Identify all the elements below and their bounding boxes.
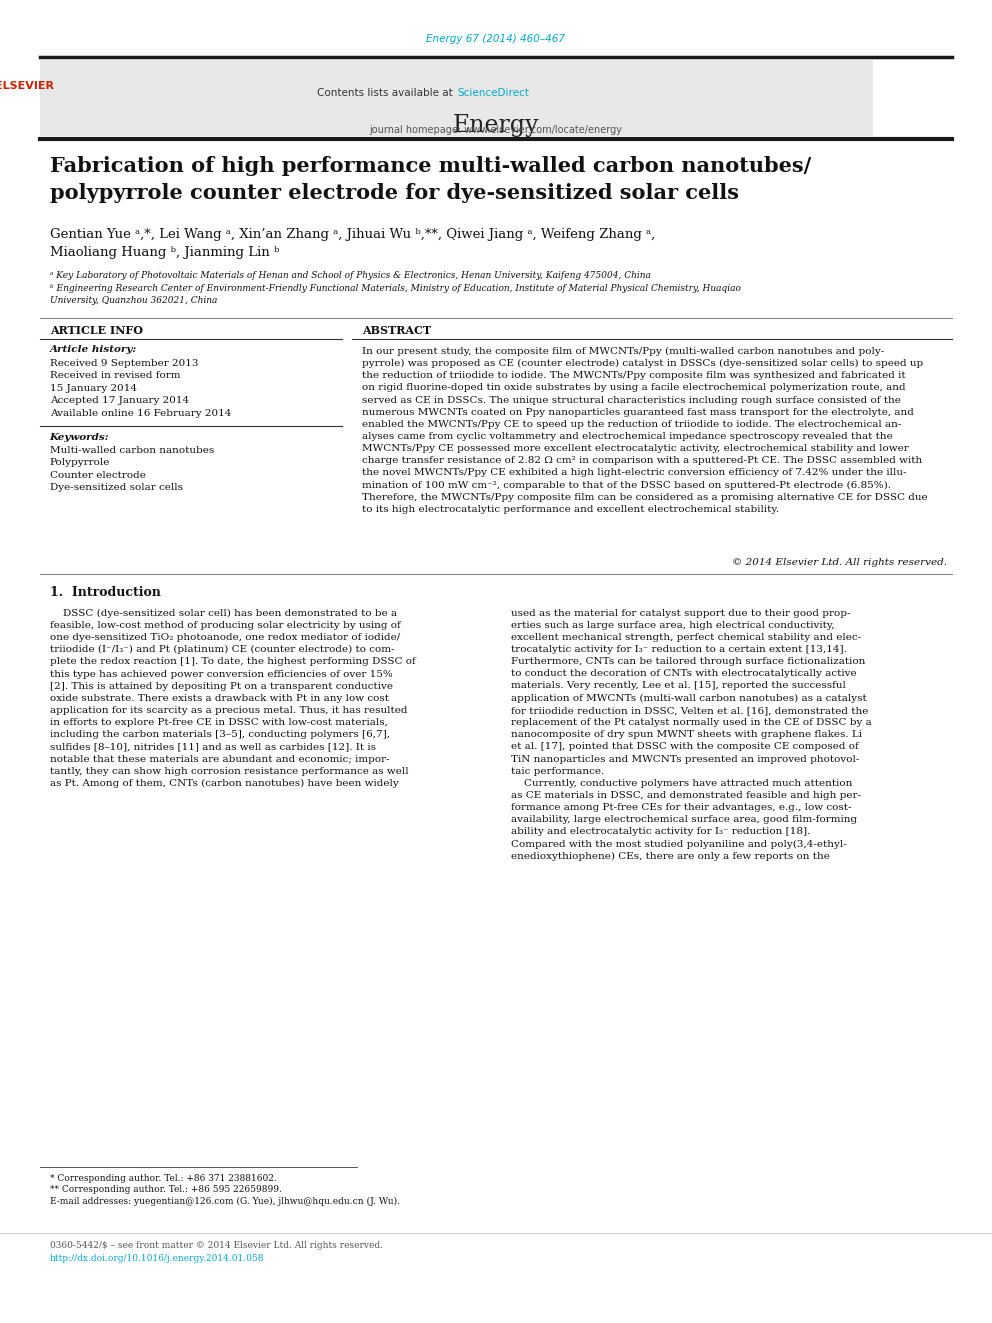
Text: journal homepage: www.elsevier.com/locate/energy: journal homepage: www.elsevier.com/locat…: [369, 124, 623, 135]
Text: used as the material for catalyst support due to their good prop-
erties such as: used as the material for catalyst suppor…: [511, 609, 872, 861]
Text: ᵇ Engineering Research Center of Environment-Friendly Functional Materials, Mini: ᵇ Engineering Research Center of Environ…: [50, 284, 740, 304]
Text: http://dx.doi.org/10.1016/j.energy.2014.01.058: http://dx.doi.org/10.1016/j.energy.2014.…: [50, 1254, 264, 1263]
Text: Keywords:: Keywords:: [50, 433, 109, 442]
Text: ELSEVIER: ELSEVIER: [0, 81, 55, 91]
Text: © 2014 Elsevier Ltd. All rights reserved.: © 2014 Elsevier Ltd. All rights reserved…: [732, 558, 947, 568]
Text: In our present study, the composite film of MWCNTs/Ppy (multi-walled carbon nano: In our present study, the composite film…: [362, 347, 928, 515]
Text: Energy: Energy: [452, 114, 540, 136]
Text: * Corresponding author. Tel.: +86 371 23881602.: * Corresponding author. Tel.: +86 371 23…: [50, 1174, 277, 1183]
FancyBboxPatch shape: [40, 60, 873, 136]
Text: Multi-walled carbon nanotubes
Polypyrrole
Counter electrode
Dye-sensitized solar: Multi-walled carbon nanotubes Polypyrrol…: [50, 446, 214, 492]
Text: Fabrication of high performance multi-walled carbon nanotubes/
polypyrrole count: Fabrication of high performance multi-wa…: [50, 156, 810, 202]
Text: ABSTRACT: ABSTRACT: [362, 325, 432, 336]
Text: Gentian Yue ᵃ,*, Lei Wang ᵃ, Xin’an Zhang ᵃ, Jihuai Wu ᵇ,**, Qiwei Jiang ᵃ, Weif: Gentian Yue ᵃ,*, Lei Wang ᵃ, Xin’an Zhan…: [50, 228, 655, 258]
Text: Article history:: Article history:: [50, 345, 137, 355]
Text: Contents lists available at: Contents lists available at: [317, 87, 456, 98]
Text: ARTICLE INFO: ARTICLE INFO: [50, 325, 143, 336]
Text: Received 9 September 2013
Received in revised form
15 January 2014
Accepted 17 J: Received 9 September 2013 Received in re…: [50, 359, 231, 418]
Text: E-mail addresses: yuegentian@126.com (G. Yue), jlhwu@hqu.edu.cn (J. Wu).: E-mail addresses: yuegentian@126.com (G.…: [50, 1197, 400, 1207]
Text: ** Corresponding author. Tel.: +86 595 22659899.: ** Corresponding author. Tel.: +86 595 2…: [50, 1185, 282, 1195]
Text: DSSC (dye-sensitized solar cell) has been demonstrated to be a
feasible, low-cos: DSSC (dye-sensitized solar cell) has bee…: [50, 609, 416, 789]
Text: Energy 67 (2014) 460–467: Energy 67 (2014) 460–467: [427, 34, 565, 45]
Text: 0360-5442/$ – see front matter © 2014 Elsevier Ltd. All rights reserved.: 0360-5442/$ – see front matter © 2014 El…: [50, 1241, 383, 1250]
Text: ScienceDirect: ScienceDirect: [457, 87, 529, 98]
Text: ᵃ Key Laboratory of Photovoltaic Materials of Henan and School of Physics & Elec: ᵃ Key Laboratory of Photovoltaic Materia…: [50, 271, 651, 280]
Text: 1.  Introduction: 1. Introduction: [50, 586, 161, 599]
